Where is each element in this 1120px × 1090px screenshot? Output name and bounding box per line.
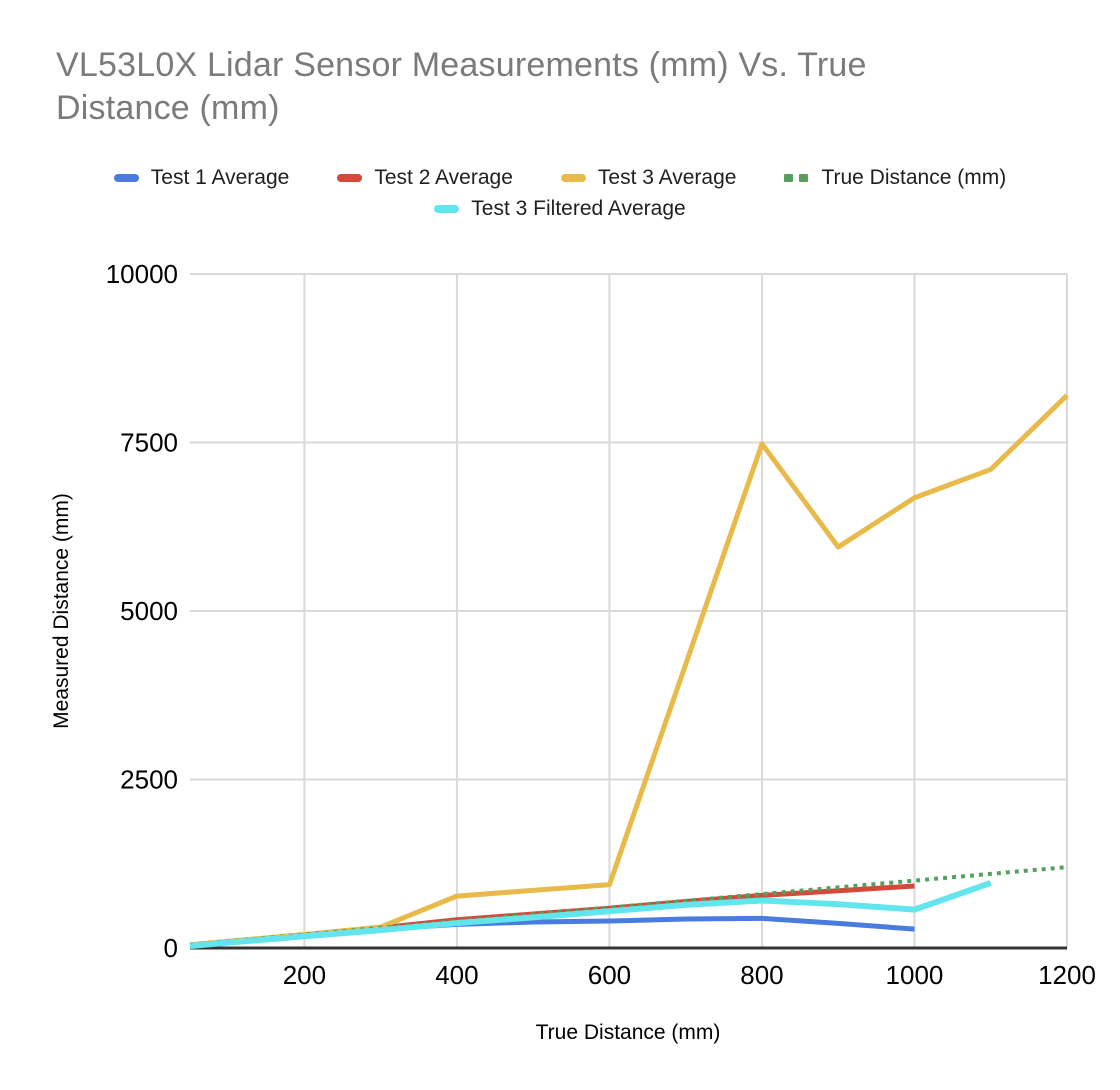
legend-row: Test 1 Average Test 2 Average Test 3 Avera…	[113, 166, 1006, 190]
y-tick-label: 5000	[120, 596, 178, 626]
legend-swatch-icon	[560, 174, 586, 182]
chart-legend: Test 1 Average Test 2 Average Test 3 Avera…	[0, 166, 1120, 221]
legend-item-3: Test 3 Average	[560, 166, 737, 190]
legend-label: Test 2 Average	[374, 166, 513, 189]
legend-swatch-icon	[337, 174, 363, 182]
legend-row: Test 3 Filtered Average	[434, 197, 686, 221]
legend-label: True Distance (mm)	[821, 166, 1007, 189]
legend-swatch-icon	[434, 205, 460, 213]
y-tick-label: 2500	[120, 765, 178, 795]
series-lines	[189, 393, 1069, 949]
y-tick-label: 10000	[106, 259, 178, 289]
series-line-1	[189, 915, 915, 949]
chart-title: VL53L0X Lidar Sensor Measurements (mm) V…	[56, 46, 867, 127]
legend-item-4: True Distance (mm)	[784, 166, 1006, 190]
legend-item-2: Test 2 Average	[337, 166, 513, 190]
series-line-5	[189, 880, 992, 949]
legend-label: Test 3 Average	[597, 166, 737, 189]
x-tick-label: 400	[435, 960, 478, 990]
legend-swatch-icon	[784, 174, 809, 182]
x-tick-label: 600	[588, 960, 631, 990]
x-tick-label: 1000	[886, 960, 944, 990]
x-axis-title: True Distance (mm)	[536, 1021, 721, 1044]
gridlines	[190, 273, 1068, 948]
x-tick-label: 800	[740, 960, 783, 990]
legend-item-1: Test 1 Average	[113, 166, 290, 190]
legend-label: Test 3 Filtered Average	[471, 197, 686, 220]
legend-swatch-icon	[113, 174, 139, 182]
legend-item-5: Test 3 Filtered Average	[434, 197, 686, 221]
series-line-3	[189, 393, 1069, 948]
y-tick-label: 7500	[120, 428, 178, 458]
y-axis-title: Measured Distance (mm)	[50, 493, 73, 729]
x-tick-label: 200	[283, 960, 326, 990]
legend-label: Test 1 Average	[150, 166, 290, 189]
axis-tick-labels: 0 2500 5000 7500 10000 200 400 600 800 1000 1200	[106, 259, 1096, 990]
x-tick-label: 1200	[1038, 960, 1096, 990]
y-tick-label: 0	[164, 933, 178, 963]
